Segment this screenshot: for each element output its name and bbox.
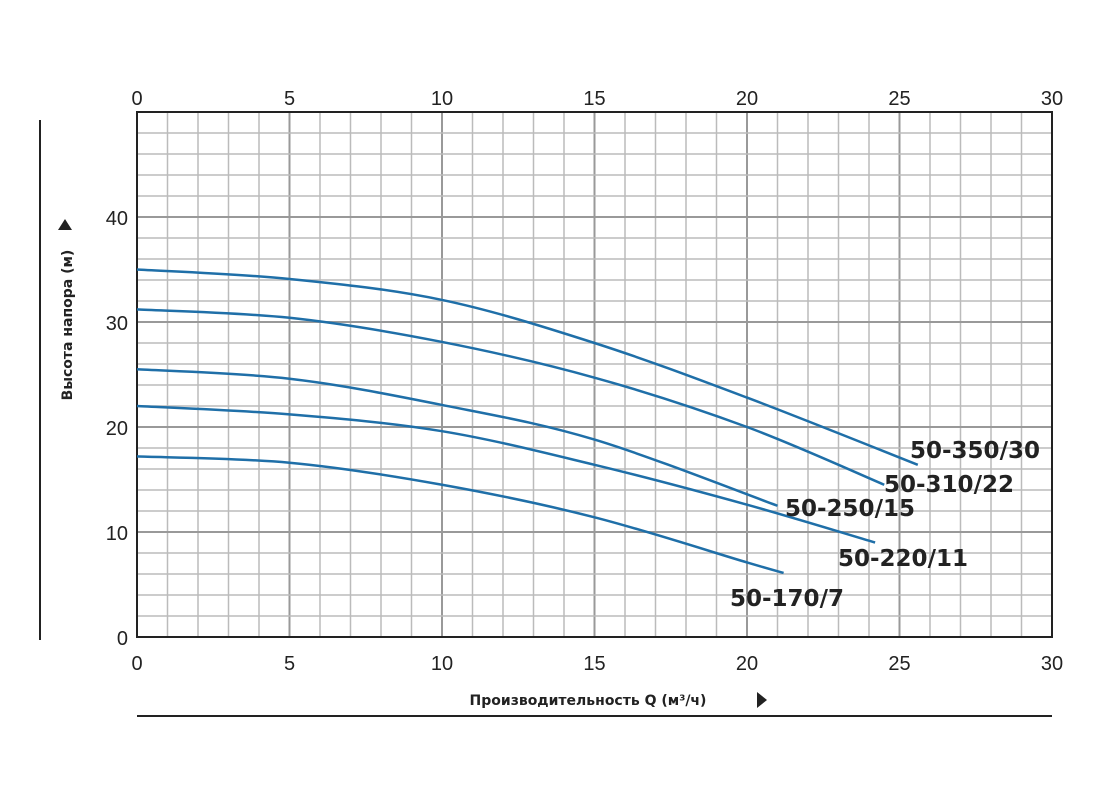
- curve-50-220/11: [136, 404, 876, 544]
- series-label: 50-250/15: [785, 496, 915, 522]
- y-axis-label: Высота напора (м): [60, 250, 76, 401]
- y-tick-label: 40: [106, 208, 128, 230]
- series-label: 50-220/11: [838, 546, 968, 572]
- x-tick-label-top: 5: [284, 88, 295, 110]
- x-tick-label-bottom: 0: [131, 653, 142, 675]
- y-tick-label: 20: [106, 418, 128, 440]
- x-tick-label-top: 20: [736, 88, 758, 110]
- y-tick-label: 10: [106, 523, 128, 545]
- x-tick-label-top: 15: [583, 88, 605, 110]
- x-tick-label-bottom: 25: [888, 653, 910, 675]
- curves: [136, 268, 919, 575]
- plot-frame: [136, 111, 1053, 638]
- x-axis-arrow-icon: [757, 692, 767, 708]
- x-tick-label-bottom: 30: [1041, 653, 1063, 675]
- curve-50-170/7: [136, 455, 784, 575]
- x-tick-label-top: 25: [888, 88, 910, 110]
- y-tick-label: 30: [106, 313, 128, 335]
- x-tick-label-bottom: 15: [583, 653, 605, 675]
- series-label: 50-350/30: [910, 438, 1040, 464]
- x-tick-label-top: 0: [131, 88, 142, 110]
- x-tick-label-bottom: 20: [736, 653, 758, 675]
- series-label: 50-170/7: [730, 586, 844, 612]
- x-tick-label-top: 30: [1041, 88, 1063, 110]
- x-axis-label: Производительность Q (м³/ч): [470, 693, 707, 709]
- grid: [136, 111, 1053, 638]
- curve-50-310/22: [136, 308, 885, 486]
- x-tick-label-bottom: 10: [431, 653, 453, 675]
- series-label: 50-310/22: [884, 472, 1014, 498]
- y-tick-label: 0: [117, 628, 128, 650]
- curve-50-350/30: [136, 268, 919, 466]
- x-tick-label-bottom: 5: [284, 653, 295, 675]
- curve-50-250/15: [136, 368, 778, 507]
- x-tick-label-top: 10: [431, 88, 453, 110]
- y-axis-arrow-icon: [58, 219, 72, 230]
